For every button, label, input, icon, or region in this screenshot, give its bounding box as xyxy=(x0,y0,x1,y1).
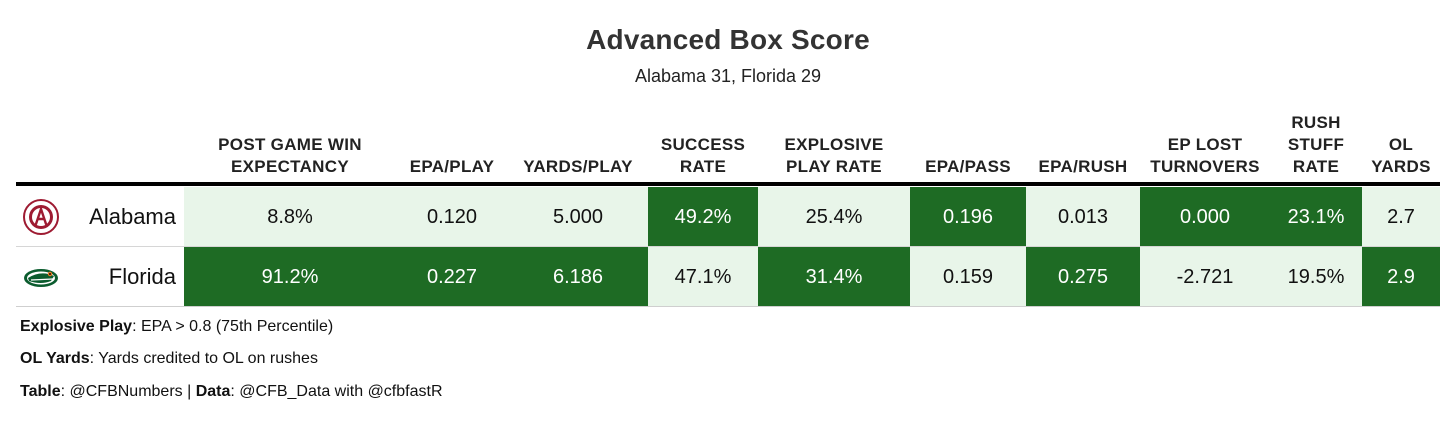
footnote-label: Table xyxy=(20,383,61,400)
footnote-text: : @CFB_Data with @cfbfastR xyxy=(230,383,443,400)
cell-post-game-win-expectancy: 8.8% xyxy=(184,187,396,247)
cell-yards-play: 5.000 xyxy=(508,187,648,247)
cell-epa-rush: 0.013 xyxy=(1026,187,1140,247)
column-header-ol-yards: OL YARDS xyxy=(1371,135,1431,176)
column-header-epa-play: EPA/PLAY xyxy=(409,157,495,176)
cell-epa-pass: 0.159 xyxy=(910,247,1026,307)
cell-post-game-win-expectancy: 91.2% xyxy=(184,247,396,307)
footnote-credits: Table: @CFBNumbers | Data: @CFB_Data wit… xyxy=(20,383,443,401)
footnote-explosive-play: Explosive Play: EPA > 0.8 (75th Percenti… xyxy=(20,318,333,336)
footnote-text: : Yards credited to OL on rushes xyxy=(89,350,318,367)
table-bottom-rule xyxy=(16,306,1440,307)
footnote-text: : @CFBNumbers | xyxy=(60,383,196,400)
cell-ep-lost-turnovers: -2.721 xyxy=(1140,247,1270,307)
footnote-label: Data xyxy=(195,383,231,400)
column-header-epa-pass: EPA/PASS xyxy=(925,157,1011,176)
alabama-logo xyxy=(23,199,59,235)
cell-success-rate: 49.2% xyxy=(648,187,758,247)
column-header-success-rate: SUCCESS RATE xyxy=(660,135,746,176)
table-subtitle: Alabama 31, Florida 29 xyxy=(634,66,822,86)
footnote-label: Explosive Play xyxy=(20,318,133,335)
cell-rush-stuff-rate: 19.5% xyxy=(1270,247,1362,307)
team-name: Florida xyxy=(108,264,176,289)
florida-logo xyxy=(23,259,59,295)
cell-rush-stuff-rate: 23.1% xyxy=(1270,187,1362,247)
header-rule xyxy=(16,182,1440,186)
column-header-yards-play: YARDS/PLAY xyxy=(523,157,633,176)
cell-ol-yards: 2.9 xyxy=(1362,247,1440,307)
column-header-explosive-play-rate: EXPLOSIVE PLAY RATE xyxy=(784,135,884,176)
cell-epa-play: 0.227 xyxy=(396,247,508,307)
cell-explosive-play-rate: 25.4% xyxy=(758,187,910,247)
footnote-ol-yards: OL Yards: Yards credited to OL on rushes xyxy=(20,350,318,368)
row-separator xyxy=(16,246,1440,247)
column-header-epa-rush: EPA/RUSH xyxy=(1038,157,1128,176)
footnote-label: OL Yards xyxy=(20,350,90,367)
column-header-ep-lost-turnovers: EP LOST TURNOVERS xyxy=(1150,135,1260,176)
column-header-rush-stuff-rate: RUSH STUFF RATE xyxy=(1287,113,1345,176)
cell-success-rate: 47.1% xyxy=(648,247,758,307)
cell-ep-lost-turnovers: 0.000 xyxy=(1140,187,1270,247)
cell-epa-pass: 0.196 xyxy=(910,187,1026,247)
cell-ol-yards: 2.7 xyxy=(1362,187,1440,247)
cell-epa-rush: 0.275 xyxy=(1026,247,1140,307)
team-name: Alabama xyxy=(89,204,176,229)
cell-yards-play: 6.186 xyxy=(508,247,648,307)
column-header-post-game-win-expectancy: POST GAME WIN EXPECTANCY xyxy=(218,135,362,176)
footnote-text: : EPA > 0.8 (75th Percentile) xyxy=(132,318,334,335)
table-title: Advanced Box Score xyxy=(586,24,870,55)
cell-explosive-play-rate: 31.4% xyxy=(758,247,910,307)
cell-epa-play: 0.120 xyxy=(396,187,508,247)
